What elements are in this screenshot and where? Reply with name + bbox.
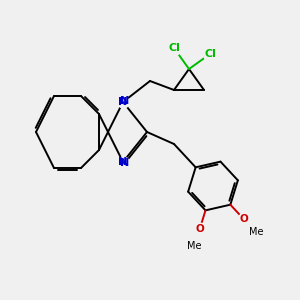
Text: O: O [195,224,204,234]
Text: N: N [118,97,127,107]
Text: Me: Me [249,227,263,237]
Text: O: O [239,214,248,224]
Text: Me: Me [187,241,202,251]
Text: N: N [120,95,129,106]
Text: Cl: Cl [168,43,180,53]
Text: N: N [118,157,127,167]
Text: Cl: Cl [204,49,216,59]
Text: N: N [120,158,129,169]
